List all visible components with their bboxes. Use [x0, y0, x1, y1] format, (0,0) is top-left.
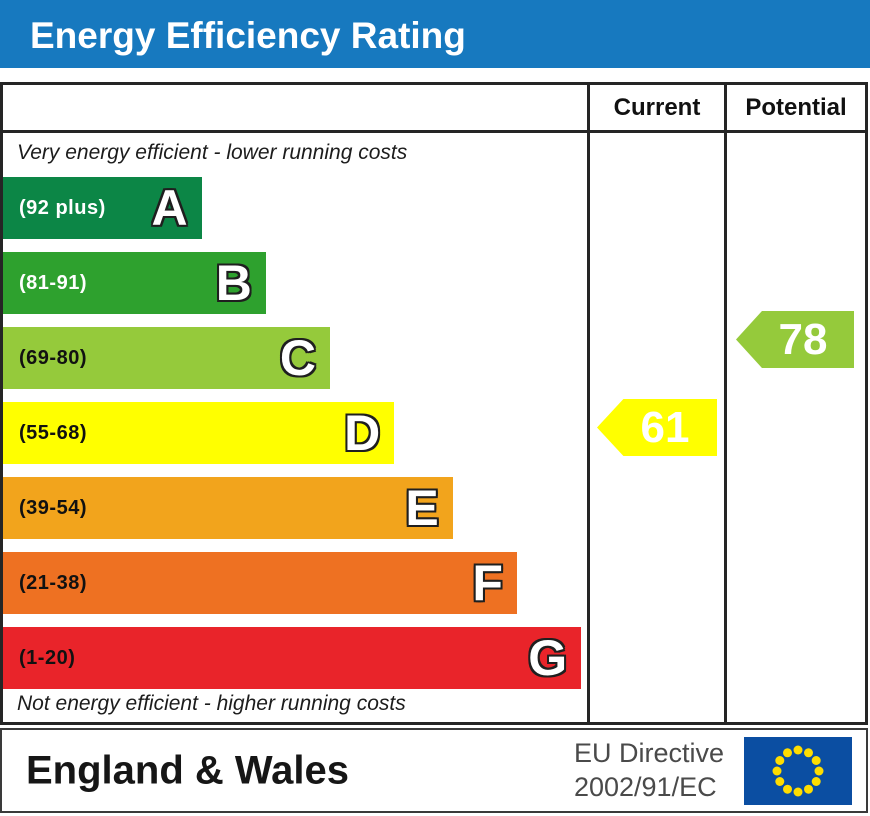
band-letter-f: F — [472, 555, 503, 611]
band-range-g: (1-20) — [19, 646, 76, 669]
potential-column: 78 — [724, 133, 865, 722]
header-potential: Potential — [724, 85, 865, 133]
band-range-e: (39-54) — [19, 496, 87, 519]
potential-rating-value: 78 — [778, 314, 828, 364]
band-row-b: (81-91) B — [3, 252, 587, 327]
band-letter-d: D — [344, 405, 381, 461]
eu-flag-icon — [744, 737, 852, 805]
title-bar: Energy Efficiency Rating — [0, 0, 870, 68]
band-letter-a: A — [151, 180, 188, 236]
page-title: Energy Efficiency Rating — [30, 15, 466, 56]
eu-directive-line2: 2002/91/EC — [573, 772, 717, 802]
band-row-e: (39-54) E — [3, 477, 587, 552]
header-spacer-cell — [3, 85, 587, 133]
potential-rating-arrow: 78 — [736, 311, 854, 368]
band-bar-g: (1-20) G — [3, 627, 582, 689]
band-letter-g: G — [528, 630, 568, 686]
band-bar-a: (92 plus) A — [3, 177, 202, 239]
caption-bottom: Not energy efficient - higher running co… — [17, 692, 406, 715]
band-row-g: (1-20) G — [3, 627, 587, 702]
band-letter-e: E — [405, 480, 439, 536]
band-bar-c: (69-80) C — [3, 327, 331, 389]
current-column: 61 — [587, 133, 724, 722]
bands-column: Very energy efficient - lower running co… — [3, 133, 587, 722]
band-range-b: (81-91) — [19, 271, 87, 294]
band-bar-b: (81-91) B — [3, 252, 266, 314]
eu-directive-label: EU Directive 2002/91/EC — [574, 736, 724, 804]
header-current: Current — [587, 85, 724, 133]
band-row-a: (92 plus) A — [3, 177, 587, 252]
band-letter-b: B — [215, 255, 252, 311]
caption-top: Very energy efficient - lower running co… — [17, 141, 408, 164]
current-rating-arrow: 61 — [597, 399, 717, 456]
band-row-d: (55-68) D — [3, 402, 587, 477]
region-label: England & Wales — [26, 748, 350, 792]
band-range-a: (92 plus) — [19, 196, 106, 219]
rating-table: Current Potential Very energy efficient … — [0, 82, 868, 725]
current-rating-value: 61 — [640, 402, 690, 452]
band-row-f: (21-38) F — [3, 552, 587, 627]
band-bar-f: (21-38) F — [3, 552, 517, 614]
band-list: (92 plus) A (81-91) B (69-80) C — [3, 177, 587, 702]
footer-bar: England & Wales EU Directive 2002/91/EC — [0, 728, 868, 813]
band-range-c: (69-80) — [19, 346, 87, 369]
band-bar-d: (55-68) D — [3, 402, 395, 464]
band-range-d: (55-68) — [19, 421, 87, 444]
band-row-c: (69-80) C — [3, 327, 587, 402]
band-bar-e: (39-54) E — [3, 477, 453, 539]
band-range-f: (21-38) — [19, 571, 87, 594]
eu-directive-line1: EU Directive — [573, 738, 724, 768]
band-letter-c: C — [279, 330, 317, 386]
